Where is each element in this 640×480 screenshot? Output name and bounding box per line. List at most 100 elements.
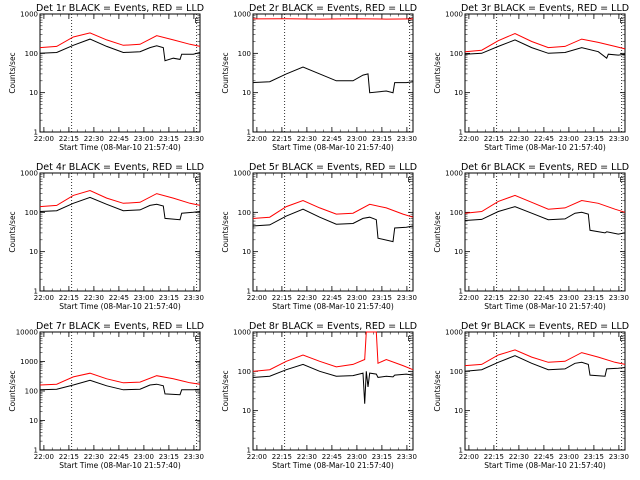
x-tick-label: 23:15 <box>372 453 392 461</box>
x-tick-label: 23:30 <box>184 294 204 302</box>
y-tick-label: 10 <box>29 248 38 256</box>
x-tick-label: 22:45 <box>534 294 554 302</box>
lld-series-line <box>252 331 414 372</box>
x-axis-label: Start Time (08-Mar-10 21:57:40) <box>484 461 606 470</box>
chart-panel-8: Det 8r BLACK = Events, RED = LLD 1 10 100 10… <box>221 321 417 470</box>
x-tick-label: 23:30 <box>184 453 204 461</box>
y-tick-label: 1 <box>34 447 38 455</box>
x-tick-label: 23:30 <box>609 453 629 461</box>
y-tick-label: 1000 <box>20 358 38 366</box>
x-axis-label: Start Time (08-Mar-10 21:57:40) <box>59 461 181 470</box>
y-axis-label: Counts/sec <box>433 211 442 252</box>
x-tick-label: 23:15 <box>584 135 604 143</box>
x-tick-label: 23:15 <box>159 135 179 143</box>
events-series-line <box>464 206 626 235</box>
x-axis-label: Start Time (08-Mar-10 21:57:40) <box>272 461 394 470</box>
x-tick-label: 22:00 <box>247 294 267 302</box>
x-tick-label: 22:00 <box>34 294 54 302</box>
x-tick-label: 22:15 <box>484 294 504 302</box>
y-axis-label: Counts/sec <box>8 370 17 411</box>
flag-marker: E <box>619 17 623 25</box>
y-tick-label: 10 <box>454 407 463 415</box>
flag-marker: E <box>619 335 623 343</box>
plot-frame <box>252 172 414 292</box>
x-tick-label: 22:15 <box>272 453 292 461</box>
y-tick-label: 1 <box>459 129 463 137</box>
x-axis-label: Start Time (08-Mar-10 21:57:40) <box>272 143 394 152</box>
y-axis-label: Counts/sec <box>221 52 230 93</box>
y-tick-label: 10 <box>242 407 251 415</box>
x-tick-label: 23:00 <box>347 453 367 461</box>
panel-title: Det 1r BLACK = Events, RED = LLD <box>36 3 204 14</box>
flag-marker: E <box>407 335 411 343</box>
x-tick-label: 22:00 <box>247 135 267 143</box>
x-tick-label: 23:00 <box>134 453 154 461</box>
chart-panel-4: Det 4r BLACK = Events, RED = LLD 1 10 100 10… <box>8 162 204 311</box>
plot-frame <box>39 13 201 133</box>
x-tick-label: 22:00 <box>459 294 479 302</box>
x-tick-label: 23:15 <box>159 453 179 461</box>
y-tick-label: 1 <box>459 288 463 296</box>
flag-marker: E <box>407 17 411 25</box>
chart-panel-2: Det 2r BLACK = Events, RED = LLD 1 10 100 10… <box>221 3 417 152</box>
x-tick-label: 23:30 <box>397 135 417 143</box>
events-series-line <box>252 363 414 404</box>
x-tick-label: 22:30 <box>297 294 317 302</box>
y-tick-label: 100 <box>25 50 38 58</box>
x-tick-label: 22:30 <box>84 135 104 143</box>
flag-marker: E <box>407 176 411 184</box>
x-tick-label: 22:15 <box>59 294 79 302</box>
panel-title: Det 6r BLACK = Events, RED = LLD <box>461 162 629 173</box>
x-tick-label: 22:30 <box>509 453 529 461</box>
flag-marker: E <box>194 17 198 25</box>
events-series-line <box>39 196 201 221</box>
y-axis-label: Counts/sec <box>433 370 442 411</box>
y-tick-label: 10 <box>29 89 38 97</box>
x-tick-label: 23:00 <box>134 135 154 143</box>
flag-marker: E <box>619 176 623 184</box>
y-tick-label: 100 <box>238 50 251 58</box>
x-tick-label: 23:15 <box>584 294 604 302</box>
x-tick-label: 22:00 <box>247 453 267 461</box>
plot-frame <box>252 331 414 451</box>
events-series-line <box>252 208 414 243</box>
events-series-line <box>39 379 201 396</box>
chart-panel-7: Det 7r BLACK = Events, RED = LLD 1 10 100 10… <box>8 321 204 470</box>
plot-frame <box>252 13 414 133</box>
chart-panel-1: Det 1r BLACK = Events, RED = LLD 1 10 100 10… <box>8 3 204 152</box>
x-tick-label: 22:30 <box>297 135 317 143</box>
plot-frame <box>464 13 626 133</box>
x-tick-label: 22:30 <box>297 453 317 461</box>
plot-frame <box>464 331 626 451</box>
x-tick-label: 23:30 <box>184 135 204 143</box>
x-tick-label: 23:00 <box>347 294 367 302</box>
y-tick-label: 1 <box>459 447 463 455</box>
y-tick-label: 100 <box>238 209 251 217</box>
y-tick-label: 100 <box>25 209 38 217</box>
x-axis-label: Start Time (08-Mar-10 21:57:40) <box>272 302 394 311</box>
x-tick-label: 23:00 <box>559 294 579 302</box>
panel-title: Det 5r BLACK = Events, RED = LLD <box>249 162 417 173</box>
x-tick-label: 22:45 <box>534 453 554 461</box>
x-tick-label: 22:15 <box>59 135 79 143</box>
y-tick-label: 100 <box>450 209 463 217</box>
y-axis-label: Counts/sec <box>8 52 17 93</box>
lld-series-line <box>39 189 201 208</box>
x-tick-label: 22:30 <box>84 294 104 302</box>
y-tick-label: 1000 <box>445 170 463 178</box>
x-tick-label: 22:45 <box>322 135 342 143</box>
flag-marker: E <box>194 335 198 343</box>
x-tick-label: 22:00 <box>34 453 54 461</box>
y-axis-label: Counts/sec <box>221 211 230 252</box>
x-tick-label: 22:30 <box>509 135 529 143</box>
y-tick-label: 1000 <box>20 11 38 19</box>
chart-panel-3: Det 3r BLACK = Events, RED = LLD 1 10 100 10… <box>433 3 629 152</box>
events-series-line <box>39 38 201 62</box>
x-axis-label: Start Time (08-Mar-10 21:57:40) <box>484 143 606 152</box>
x-axis-label: Start Time (08-Mar-10 21:57:40) <box>59 143 181 152</box>
y-tick-label: 10 <box>454 248 463 256</box>
x-tick-label: 22:00 <box>459 453 479 461</box>
events-series-line <box>464 355 626 377</box>
events-series-line <box>252 66 414 94</box>
y-tick-label: 10 <box>242 89 251 97</box>
